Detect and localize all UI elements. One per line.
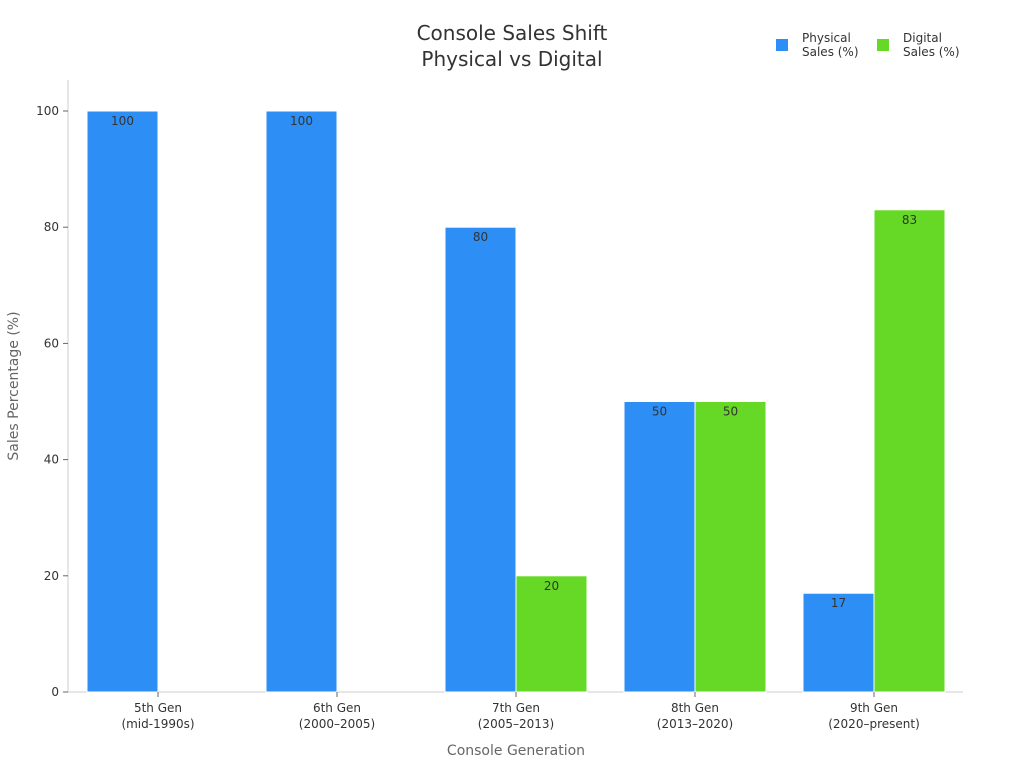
y-tick-label: 80 (44, 220, 59, 234)
y-tick-labels: 0 20 40 60 80 100 (36, 104, 68, 699)
bars: 100 100 80 20 50 50 17 83 (86, 110, 946, 693)
bar-value-label: 17 (831, 596, 846, 610)
legend-swatch (776, 39, 788, 51)
y-tick-label: 60 (44, 336, 59, 350)
bar-value-label: 80 (473, 230, 488, 244)
bar-physical (265, 110, 338, 693)
x-tick-label: 8th Gen (671, 701, 719, 715)
y-tick-label: 0 (51, 685, 59, 699)
y-tick-label: 100 (36, 104, 59, 118)
bar-digital (515, 575, 588, 693)
x-tick-labels: 5th Gen (mid-1990s) 6th Gen (2000–2005) 7th … (121, 692, 920, 731)
legend-label: Digital (903, 31, 942, 45)
bar-value-label: 100 (290, 114, 313, 128)
x-tick-label: 5th Gen (134, 701, 182, 715)
legend-label: Sales (%) (802, 45, 859, 59)
x-tick-label: (2005–2013) (478, 717, 554, 731)
x-tick-label: (2013–2020) (657, 717, 733, 731)
chart-title-line: Physical vs Digital (421, 47, 602, 71)
y-axis-title: Sales Percentage (%) (6, 311, 22, 460)
bar-physical (623, 401, 696, 693)
bar-value-label: 50 (723, 405, 738, 419)
y-tick-label: 40 (44, 453, 59, 467)
bar-digital (694, 401, 767, 693)
x-tick-label: (mid-1990s) (121, 717, 194, 731)
legend-label: Physical (802, 31, 851, 45)
bar-value-label: 100 (111, 114, 134, 128)
chart-title-line: Console Sales Shift (417, 21, 608, 45)
bar-digital (873, 209, 946, 693)
x-axis-title: Console Generation (447, 743, 585, 759)
bar-physical (444, 226, 517, 693)
x-tick-label: 6th Gen (313, 701, 361, 715)
bar-value-label: 83 (902, 213, 917, 227)
legend-label: Sales (%) (903, 45, 960, 59)
bar-physical (802, 592, 875, 693)
bar-value-label: 50 (652, 405, 667, 419)
x-tick-label: 9th Gen (850, 701, 898, 715)
legend-swatch (877, 39, 889, 51)
bar-physical (86, 110, 159, 693)
x-tick-label: (2000–2005) (299, 717, 375, 731)
y-tick-label: 20 (44, 569, 59, 583)
x-tick-label: (2020–present) (828, 717, 920, 731)
bar-value-label: 20 (544, 579, 559, 593)
x-tick-label: 7th Gen (492, 701, 540, 715)
